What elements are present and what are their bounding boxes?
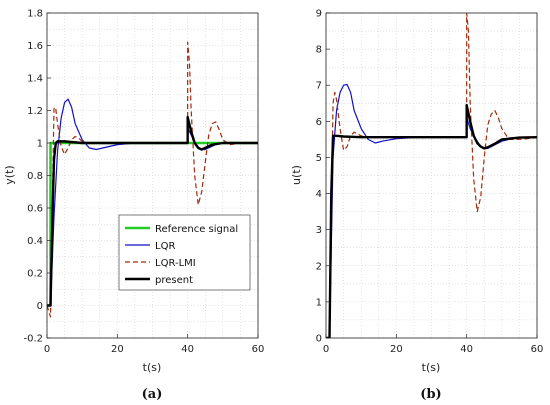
y-tick-label: 0.8 (27, 171, 43, 182)
legend-label-present: present (155, 275, 193, 286)
series-group (326, 13, 537, 338)
data-lines-b (326, 13, 537, 338)
x-tick-label: 0 (44, 344, 50, 355)
axes-frame-b (325, 12, 538, 339)
legend-label-lqr: LQR (155, 241, 175, 252)
x-tick-label: 60 (531, 344, 544, 355)
legend: Reference signal LQR LQR-LMI present (118, 214, 251, 291)
y-tick-labels-b: 0 1 2 3 4 5 6 7 8 9 (316, 9, 330, 345)
series-line-present (326, 103, 537, 338)
panel-label-b: (b) (420, 387, 441, 402)
y-tick-label: 3 (316, 225, 322, 236)
chart-panel-a: -0.200.20.40.60.811.21.41.61.8 0 20 40 60 t… (3, 9, 264, 403)
x-tick-label: 0 (323, 344, 329, 355)
x-tick-labels-a: 0 20 40 60 (44, 334, 265, 355)
y-tick-label: -0.2 (23, 334, 43, 345)
x-tick-label: 20 (390, 344, 403, 355)
y-tick-label: 0.6 (27, 204, 43, 215)
legend-label-lqr-lmi: LQR-LMI (155, 258, 196, 269)
legend-label-reference: Reference signal (155, 224, 238, 235)
y-tick-label: 1.4 (27, 74, 43, 85)
y-tick-label: 8 (316, 45, 322, 56)
x-tick-labels-b: 0 20 40 60 (323, 334, 544, 355)
y-axis-label-a: y(t) (3, 165, 16, 184)
y-tick-label: 6 (316, 117, 322, 128)
y-tick-label: 4 (316, 189, 322, 200)
y-tick-label: 5 (316, 153, 322, 164)
y-tick-label: 1.8 (27, 9, 43, 20)
y-tick-label: 1 (316, 297, 322, 308)
panel-label-a: (a) (142, 387, 163, 402)
y-tick-label: 2 (316, 261, 322, 272)
y-tick-label: 0.2 (27, 269, 43, 280)
x-tick-label: 40 (181, 344, 194, 355)
series-line-present (47, 115, 258, 307)
y-tick-label: 0.4 (27, 236, 43, 247)
x-tick-label: 60 (252, 344, 265, 355)
y-tick-label: 7 (316, 81, 322, 92)
y-tick-label: 9 (316, 9, 322, 20)
y-tick-label: 1 (37, 139, 43, 150)
x-tick-label: 40 (460, 344, 473, 355)
x-axis-label-b: t(s) (422, 361, 441, 374)
y-tick-label: 1.2 (27, 106, 43, 117)
x-tick-label: 20 (111, 344, 124, 355)
y-tick-label: 0 (316, 334, 322, 345)
chart-panel-b: 0 1 2 3 4 5 6 7 8 9 0 20 40 60 t(s) u(t) (b) (290, 9, 543, 403)
y-tick-labels-a: -0.2 0 0.2 0.4 0.6 0.8 1 1.2 1.4 1.6 1.8 (23, 9, 51, 345)
y-tick-label: 1.6 (27, 41, 43, 52)
y-axis-label-b: u(t) (290, 165, 303, 185)
y-tick-label: 0 (37, 301, 43, 312)
x-axis-label-a: t(s) (143, 361, 162, 374)
